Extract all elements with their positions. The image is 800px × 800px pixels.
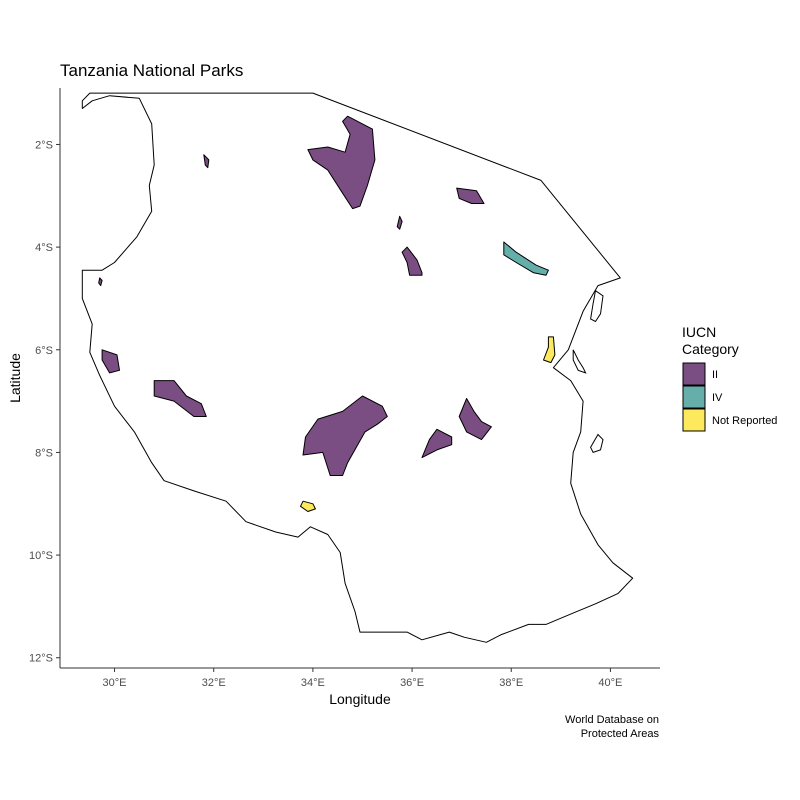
legend-title-line-1: IUCN [682,324,716,340]
x-tick-label: 32°E [202,677,226,689]
map-layer [81,92,634,643]
caption-line-2: Protected Areas [581,728,660,740]
park-mahale [101,349,120,374]
park-mikumi [458,398,492,441]
park-saadani [543,336,556,364]
legend-swatch [682,362,706,386]
park-udzungwa [421,428,453,459]
y-tick-label: 6°S [35,345,53,357]
x-tick-label: 38°E [499,677,523,689]
legend-swatch [682,408,706,432]
y-tick-label: 2°S [35,139,53,151]
x-tick-label: 40°E [598,677,622,689]
park-arusha [456,187,485,204]
legend-items: II IV Not Reported [682,362,777,432]
island-outline-1 [590,289,604,323]
x-tick-label: 36°E [400,677,424,689]
legend-label: IV [712,392,723,404]
y-tick-label: 4°S [35,242,53,254]
y-axis-label: Latitude [7,353,23,403]
legend: IUCN Category II IV Not Reported [682,324,777,432]
park-ruaha [302,395,388,476]
legend-label: II [712,369,718,381]
legend-swatch [682,385,706,409]
x-axis-ticks: 30°E 32°E 34°E 36°E 38°E 40°E [103,668,622,689]
x-axis-label: Longitude [329,691,391,707]
legend-title-line-2: Category [682,341,739,357]
x-tick-label: 30°E [103,677,127,689]
island-outline-3 [590,433,604,454]
park-katavi [153,380,207,417]
park-mkomazi [503,241,549,276]
y-axis-ticks: 2°S 4°S 6°S 8°S 10°S 12°S [29,139,60,665]
legend-label: Not Reported [712,415,777,427]
y-tick-label: 8°S [35,447,53,459]
island-outline-2 [572,349,587,374]
caption-line-1: World Database on [565,714,659,726]
park-rubondo [203,154,210,169]
park-tarangire [401,246,423,276]
park-serengeti [307,115,376,210]
park-gombe [98,277,103,287]
y-tick-label: 12°S [29,653,53,665]
x-tick-label: 34°E [301,677,325,689]
y-tick-label: 10°S [29,550,53,562]
park-lake-manyara [396,215,403,230]
park-kitulo [300,500,316,512]
country-outline [81,92,634,643]
chart-title: Tanzania National Parks [60,61,243,80]
